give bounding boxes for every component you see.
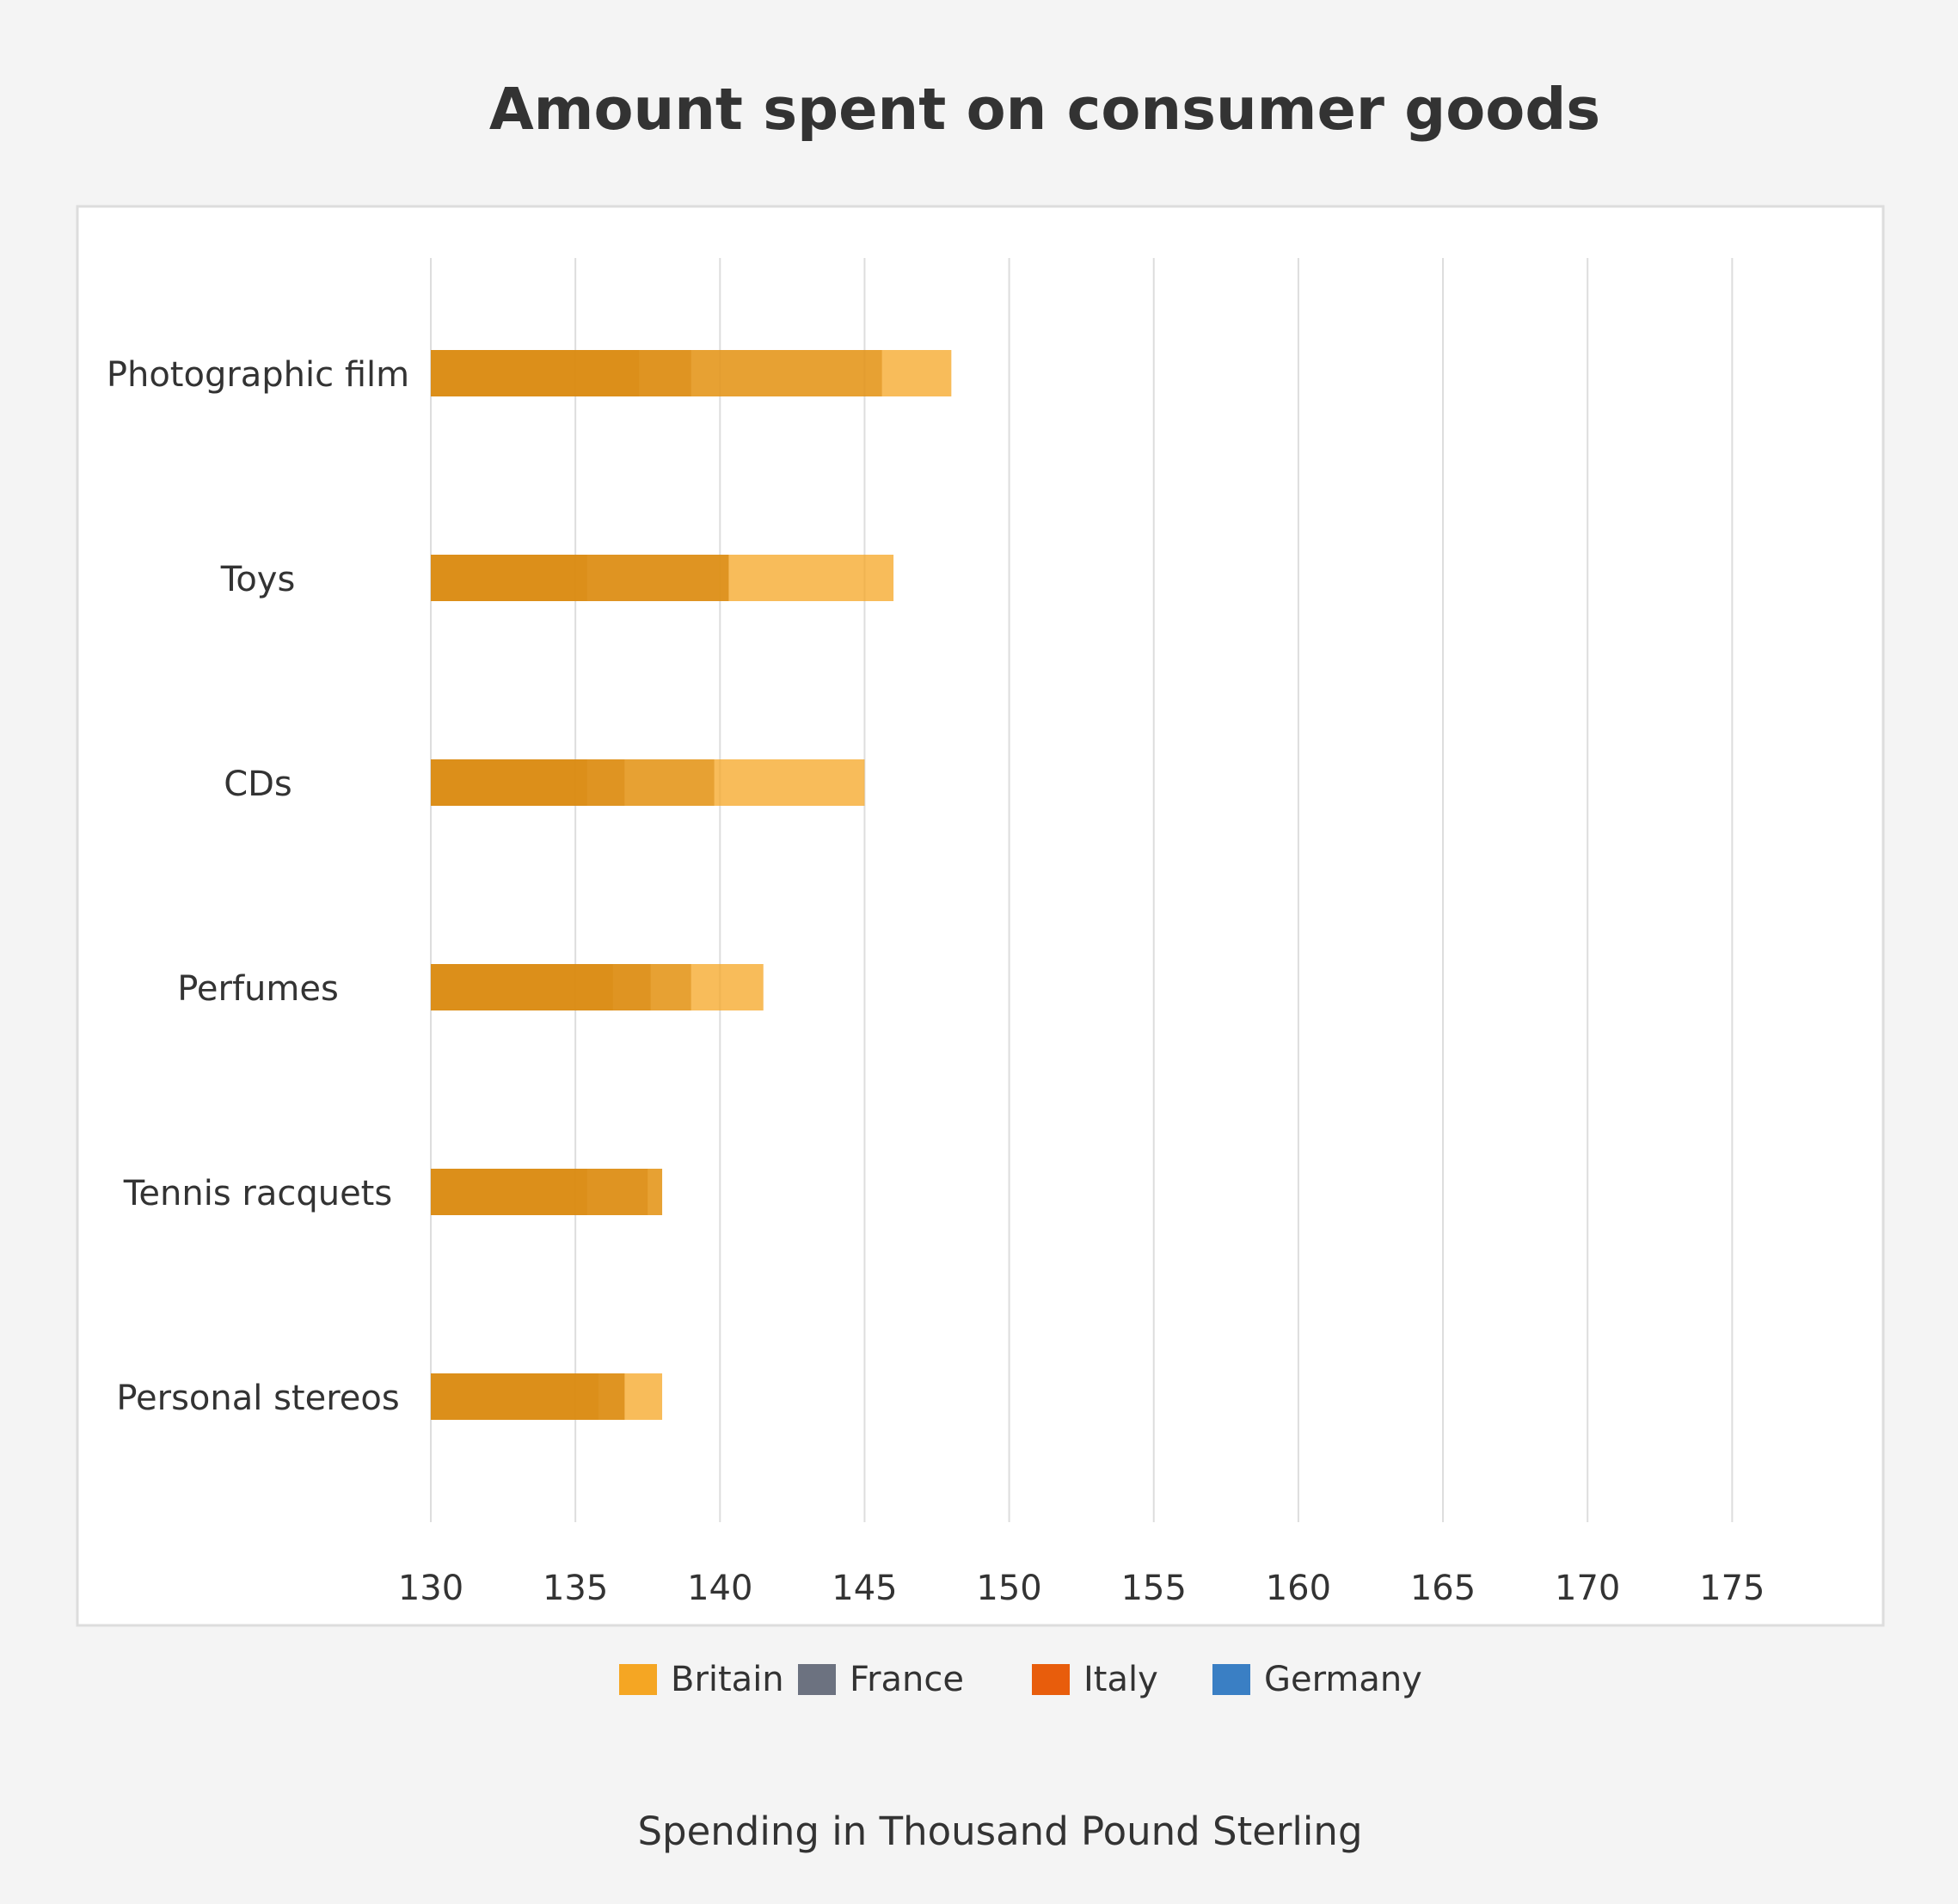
bar-germany-1 xyxy=(431,555,587,601)
bar-germany-0 xyxy=(431,350,640,396)
x-tick-label-170: 170 xyxy=(1555,1569,1620,1608)
bar-germany-4 xyxy=(431,1169,587,1215)
x-tick-label-175: 175 xyxy=(1699,1569,1765,1608)
x-tick-label-155: 155 xyxy=(1121,1569,1187,1608)
legend-label-italy: Italy xyxy=(1083,1660,1158,1699)
category-label: CDs xyxy=(224,765,292,804)
legend-label-britain: Britain xyxy=(671,1660,784,1699)
legend-label-germany: Germany xyxy=(1264,1660,1422,1699)
x-tick-label-130: 130 xyxy=(398,1569,463,1608)
category-label: Personal stereos xyxy=(116,1379,399,1418)
plot-panel xyxy=(76,205,1885,1627)
x-tick-label-160: 160 xyxy=(1266,1569,1331,1608)
category-label: Toys xyxy=(220,560,296,599)
legend-swatch-britain xyxy=(619,1664,657,1695)
bar-germany-3 xyxy=(431,964,613,1010)
x-tick-label-165: 165 xyxy=(1410,1569,1476,1608)
category-label: Perfumes xyxy=(177,969,339,1009)
x-axis-ticks: 130 135 140 145 150 155 160 165 170 175 xyxy=(398,1569,1765,1608)
category-labels: Photographic film Toys CDs Perfumes Tennis r… xyxy=(107,355,409,1418)
x-tick-label-135: 135 xyxy=(543,1569,608,1608)
gridlines xyxy=(430,258,1734,1522)
legend-label-france: France xyxy=(850,1660,964,1699)
category-label: Tennis racquets xyxy=(123,1174,392,1213)
x-tick-label-140: 140 xyxy=(687,1569,752,1608)
legend-swatch-italy xyxy=(1032,1664,1070,1695)
bars xyxy=(431,350,952,1420)
category-label: Photographic film xyxy=(107,355,409,395)
legend-swatch-france xyxy=(798,1664,836,1695)
bar-germany-5 xyxy=(431,1373,599,1420)
chart-title: Amount spent on consumer goods xyxy=(489,76,1600,143)
x-tick-label-150: 150 xyxy=(976,1569,1041,1608)
legend: Britain France Italy Germany xyxy=(619,1660,1422,1699)
x-tick-label-145: 145 xyxy=(832,1569,897,1608)
legend-swatch-germany xyxy=(1212,1664,1250,1695)
x-axis-label: Spending in Thousand Pound Sterling xyxy=(637,1809,1362,1854)
bar-germany-2 xyxy=(431,759,587,806)
